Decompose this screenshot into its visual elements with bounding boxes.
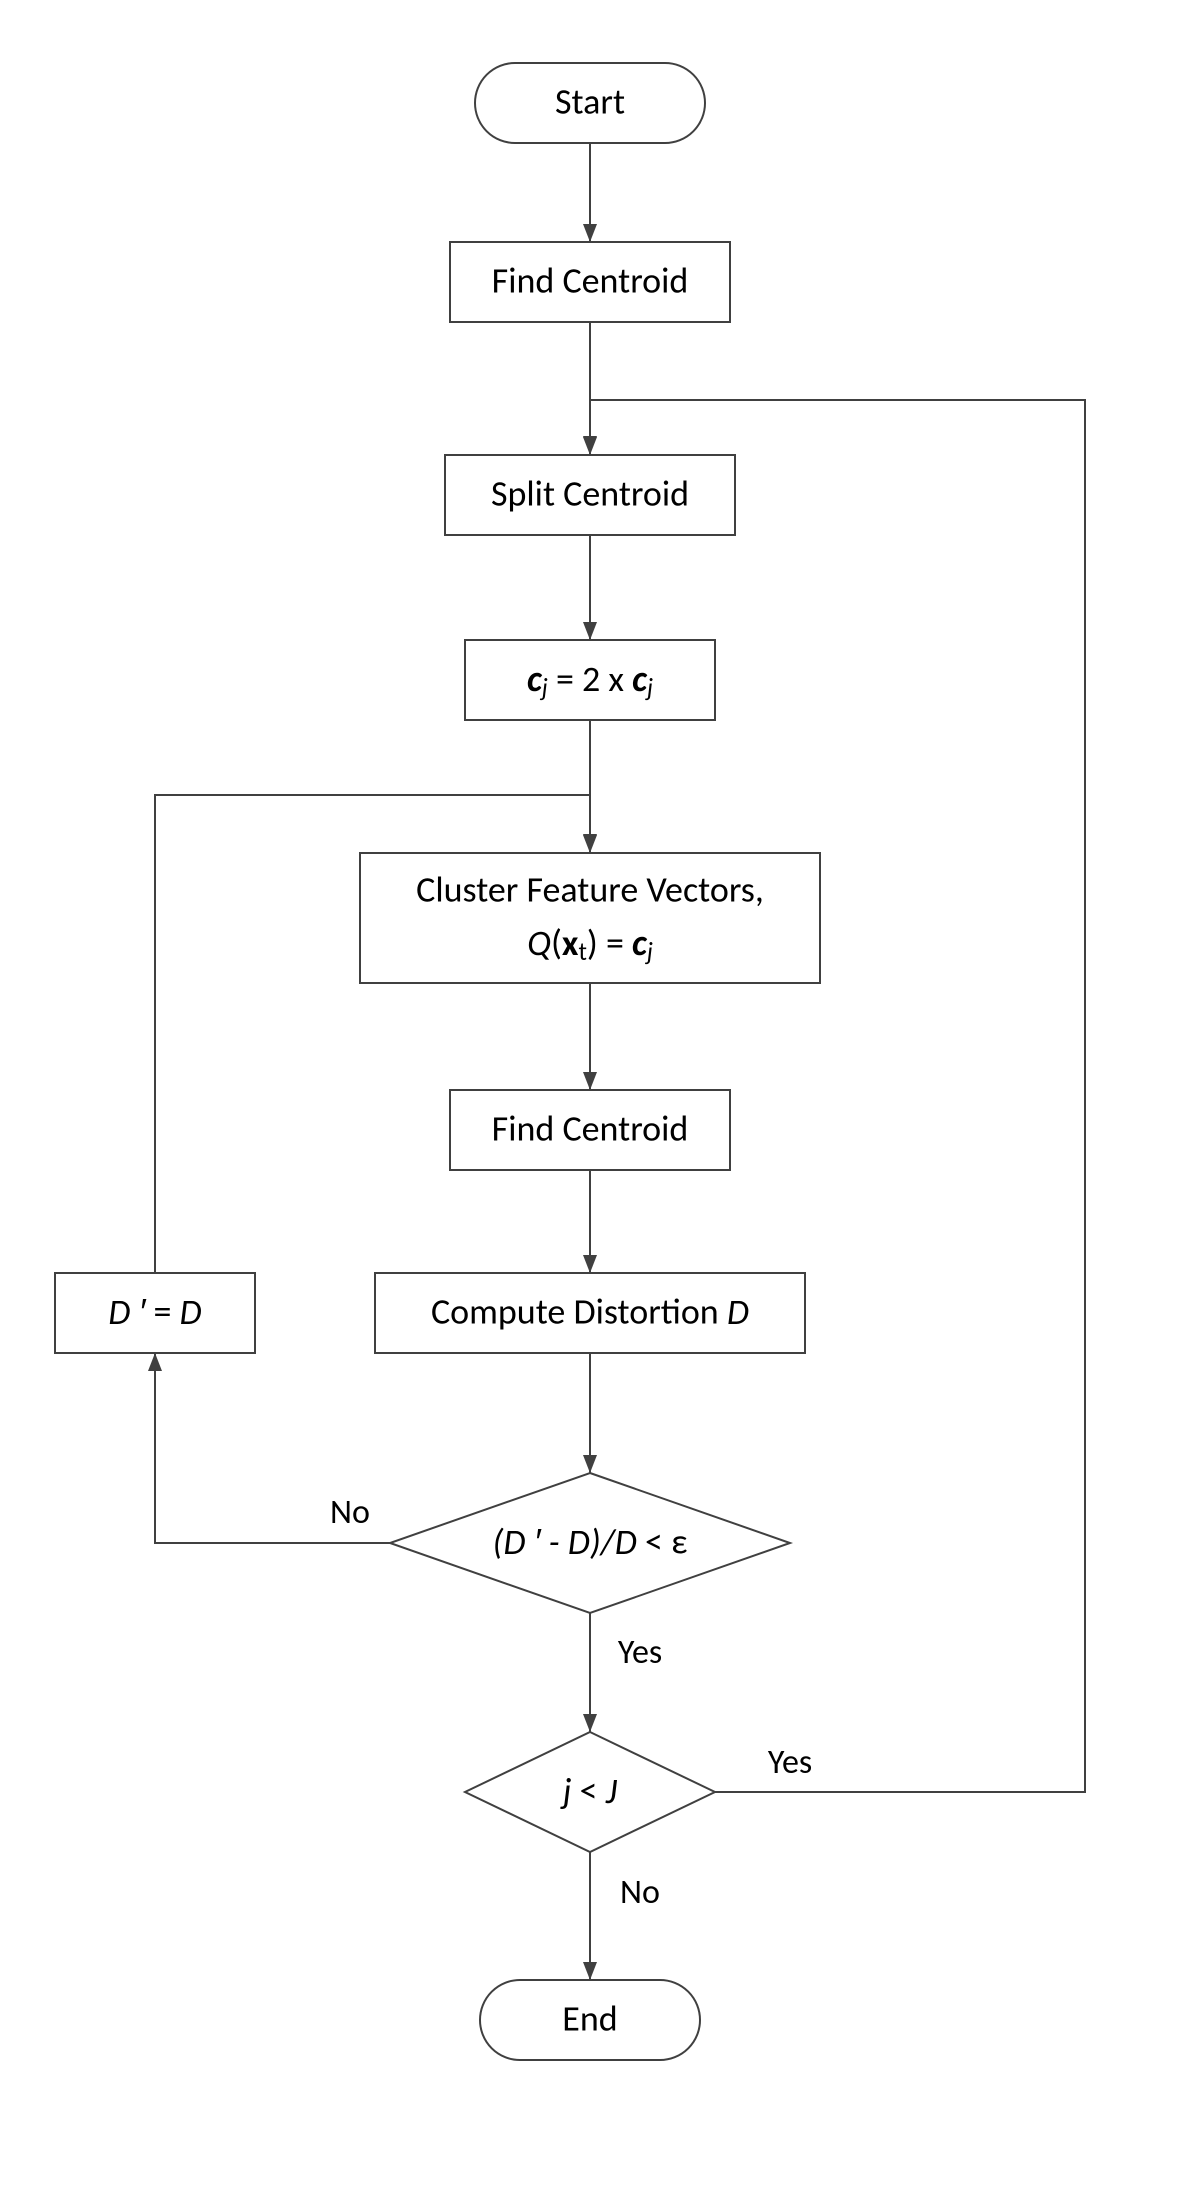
node-start: Start <box>475 63 705 143</box>
edge-label: Yes <box>618 1632 662 1673</box>
node-text: j < J <box>560 1769 618 1813</box>
node-text: Find Centroid <box>492 1107 689 1151</box>
node-text: Compute Distortion D <box>431 1290 749 1334</box>
edge-label: No <box>330 1492 370 1533</box>
node-dprime: D ′ = D <box>55 1273 255 1353</box>
node-text: Find Centroid <box>492 259 689 303</box>
node-text: (D ′ - D)/D < ε <box>492 1520 687 1564</box>
edge-cond1-cond2 <box>583 1613 597 1732</box>
node-end: End <box>480 1980 700 2060</box>
node-double: cj = 2 x cj <box>465 640 715 720</box>
node-text-line2: Q(xt) = cj <box>527 921 653 967</box>
edge-split-double <box>583 535 597 640</box>
edge-cluster-find2 <box>583 983 597 1090</box>
node-find2: Find Centroid <box>450 1090 730 1170</box>
edge-compute-cond1 <box>583 1353 597 1473</box>
node-split: Split Centroid <box>445 455 735 535</box>
flowchart-canvas: Start Find Centroid Split Centroid cj = 2 x… <box>0 0 1200 2200</box>
node-cluster: Cluster Feature Vectors, Q(xt) = cj <box>360 853 820 983</box>
edge-find2-compute <box>583 1170 597 1273</box>
node-text: End <box>562 1997 617 2041</box>
node-cond1: (D ′ - D)/D < ε <box>390 1473 790 1613</box>
node-find1: Find Centroid <box>450 242 730 322</box>
node-text: D ′ = D <box>108 1290 201 1334</box>
node-cond2: j < J <box>465 1732 715 1852</box>
node-text: Split Centroid <box>491 472 689 516</box>
node-compute: Compute Distortion D <box>375 1273 805 1353</box>
node-text: Start <box>555 80 625 124</box>
edge-start-find1 <box>583 143 597 242</box>
edge-label: No <box>620 1872 660 1913</box>
edge-label: Yes <box>768 1742 812 1783</box>
edge-cond2-end <box>583 1852 597 1980</box>
node-text-line1: Cluster Feature Vectors, <box>416 868 764 912</box>
